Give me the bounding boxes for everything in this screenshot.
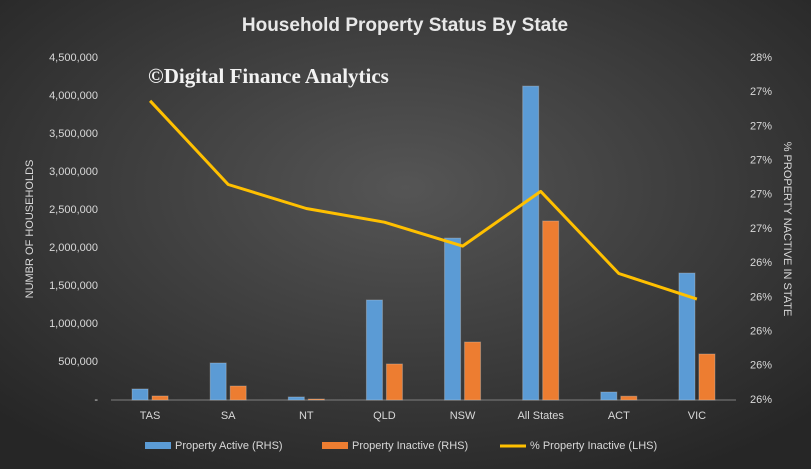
bar — [287, 396, 305, 401]
bar — [151, 395, 169, 401]
bar — [209, 362, 227, 401]
bar — [464, 341, 482, 401]
bar — [385, 363, 403, 401]
y2-tick-label: 27% — [750, 120, 772, 132]
bar — [444, 237, 462, 401]
bar — [522, 85, 540, 401]
bar — [698, 353, 716, 401]
watermark: ©Digital Finance Analytics — [148, 64, 389, 88]
x-tick-label: QLD — [373, 410, 396, 422]
chart-title: Household Property Status By State — [242, 15, 568, 36]
legend-label: Property Inactive (RHS) — [352, 440, 468, 452]
bar — [620, 395, 638, 401]
x-tick-label: VIC — [688, 410, 706, 422]
bar — [307, 398, 325, 401]
y2-tick-label: 26% — [750, 360, 772, 372]
y2-tick-label: 26% — [750, 326, 772, 338]
x-tick-label: NSW — [450, 410, 476, 422]
y-tick-label: 1,500,000 — [49, 280, 98, 292]
y-tick-label: 500,000 — [58, 356, 98, 368]
y-tick-label: 1,000,000 — [49, 318, 98, 330]
y2-tick-label: 26% — [750, 257, 772, 269]
y-tick-label: 4,500,000 — [49, 52, 98, 64]
y2-axis-title: % PROPERTY NACTIVE IN STATE — [781, 142, 793, 317]
x-tick-label: TAS — [140, 410, 161, 422]
bar — [600, 391, 618, 401]
x-tick-label: ACT — [608, 410, 630, 422]
y2-tick-label: 28% — [750, 52, 772, 64]
y-tick-label: 3,000,000 — [49, 166, 98, 178]
bar — [131, 388, 149, 401]
y-tick-label: 3,500,000 — [49, 128, 98, 140]
x-tick-label: NT — [299, 410, 314, 422]
bar — [365, 299, 383, 401]
y2-tick-label: 26% — [750, 291, 772, 303]
bar — [678, 272, 696, 401]
y-tick-label: 2,000,000 — [49, 242, 98, 254]
y2-tick-label: 27% — [750, 86, 772, 98]
legend-swatch — [145, 442, 171, 449]
y2-tick-label: 26% — [750, 394, 772, 406]
y-tick-label: - — [94, 394, 98, 406]
y-axis-title: NUMBR OF HOUSEHOLDS — [24, 160, 36, 299]
bar — [229, 385, 247, 401]
y2-tick-label: 27% — [750, 189, 772, 201]
bar — [542, 220, 560, 401]
y-tick-label: 4,000,000 — [49, 90, 98, 102]
x-tick-label: All States — [517, 410, 564, 422]
legend-label: % Property Inactive (LHS) — [530, 440, 657, 452]
y2-tick-label: 27% — [750, 155, 772, 167]
legend-label: Property Active (RHS) — [175, 440, 283, 452]
y2-tick-label: 27% — [750, 223, 772, 235]
x-tick-label: SA — [221, 410, 236, 422]
legend-swatch — [322, 442, 348, 449]
y-tick-label: 2,500,000 — [49, 204, 98, 216]
line — [149, 99, 698, 301]
